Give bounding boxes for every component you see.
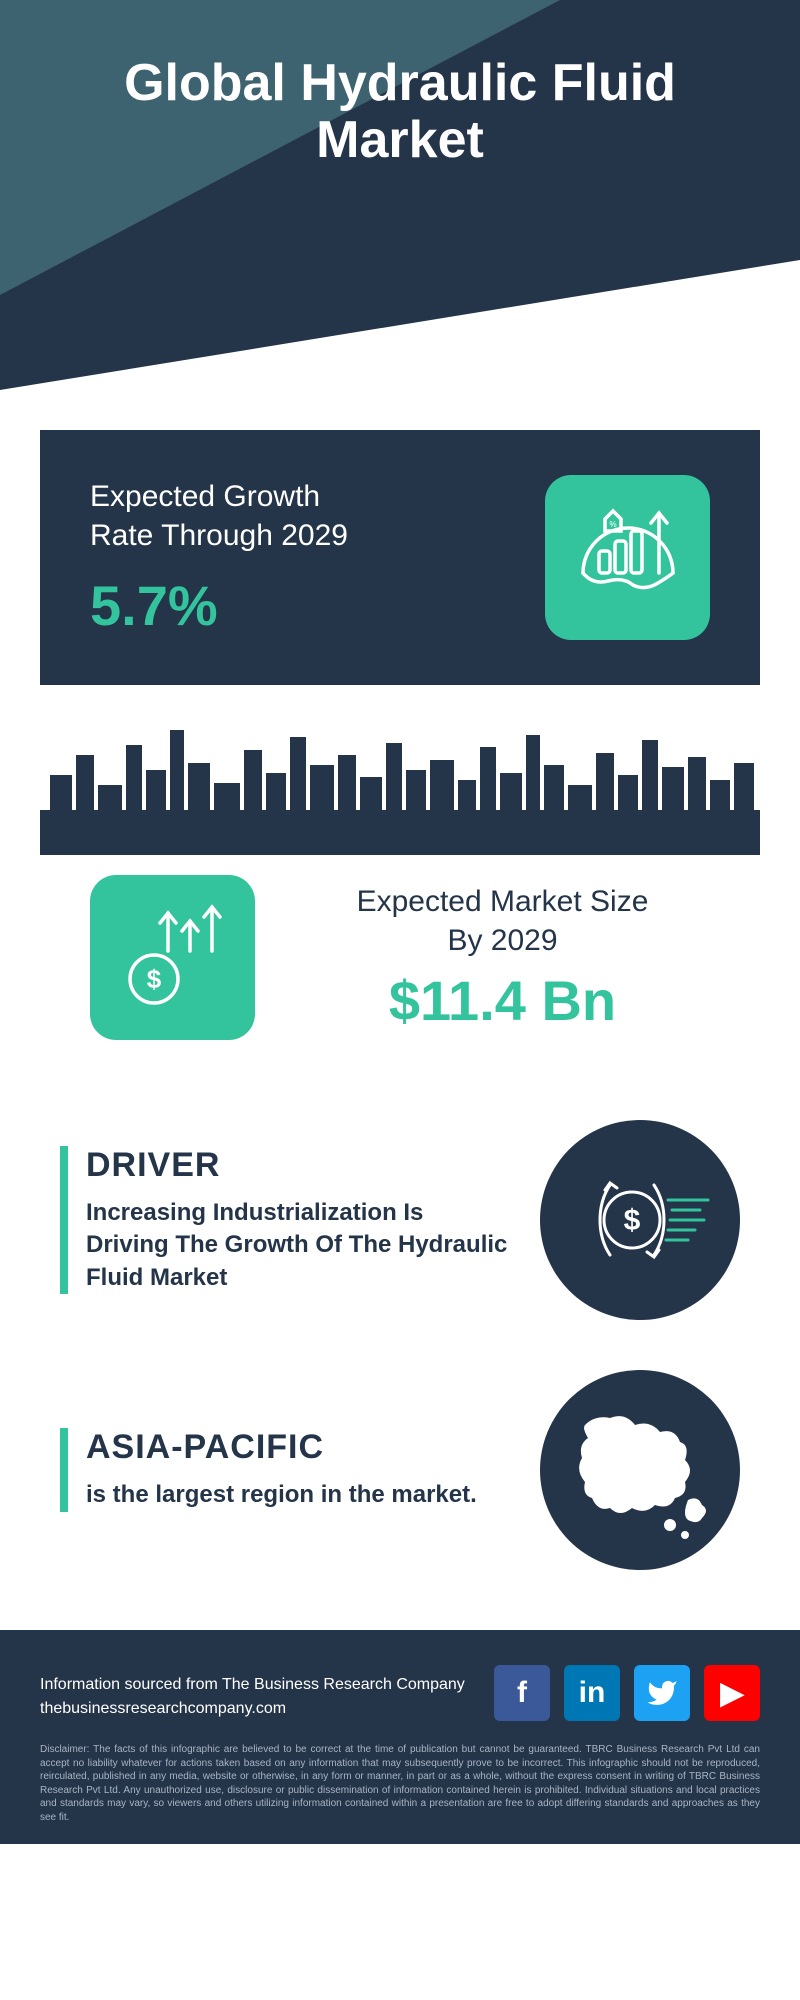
header: Global Hydraulic Fluid Market xyxy=(0,0,800,430)
disclaimer-text: Disclaimer: The facts of this infographi… xyxy=(40,1743,760,1824)
region-section: ASIA-PACIFIC is the largest region in th… xyxy=(40,1370,760,1570)
youtube-icon[interactable]: ▶ xyxy=(704,1665,760,1721)
driver-section: DRIVER Increasing Industrialization Is D… xyxy=(40,1120,760,1320)
footer-info: Information sourced from The Business Re… xyxy=(40,1673,465,1721)
size-value: $11.4 Bn xyxy=(295,968,710,1033)
twitter-icon[interactable] xyxy=(634,1665,690,1721)
market-size-icon: $ xyxy=(90,875,255,1040)
footer-url: thebusinessresearchcompany.com xyxy=(40,1697,465,1721)
market-size-card: $ Expected Market Size By 2029 $11.4 Bn xyxy=(40,860,760,1090)
growth-label-1: Expected Growth xyxy=(90,477,348,516)
title-line1: Global Hydraulic Fluid xyxy=(0,55,800,112)
social-links: f in ▶ xyxy=(494,1665,760,1721)
growth-label-2: Rate Through 2029 xyxy=(90,516,348,555)
size-label-1: Expected Market Size xyxy=(295,882,710,921)
globe-asia-icon xyxy=(540,1370,740,1570)
linkedin-icon[interactable]: in xyxy=(564,1665,620,1721)
driver-body: Increasing Industrialization Is Driving … xyxy=(86,1197,510,1294)
growth-rate-card: Expected Growth Rate Through 2029 5.7% % xyxy=(40,430,760,685)
driver-icon: $ xyxy=(540,1120,740,1320)
title-line2: Market xyxy=(0,112,800,169)
region-title: ASIA-PACIFIC xyxy=(86,1428,510,1467)
region-body: is the largest region in the market. xyxy=(86,1479,510,1511)
page-title: Global Hydraulic Fluid Market xyxy=(0,55,800,169)
growth-value: 5.7% xyxy=(90,573,348,638)
size-label-2: By 2029 xyxy=(295,921,710,960)
footer-source: Information sourced from The Business Re… xyxy=(40,1673,465,1697)
svg-text:%: % xyxy=(609,520,616,529)
svg-text:$: $ xyxy=(624,1204,641,1237)
skyline-graphic xyxy=(40,715,760,860)
facebook-icon[interactable]: f xyxy=(494,1665,550,1721)
footer: Information sourced from The Business Re… xyxy=(0,1630,800,1844)
driver-title: DRIVER xyxy=(86,1146,510,1185)
svg-text:$: $ xyxy=(146,964,161,994)
growth-chart-icon: % xyxy=(545,475,710,640)
